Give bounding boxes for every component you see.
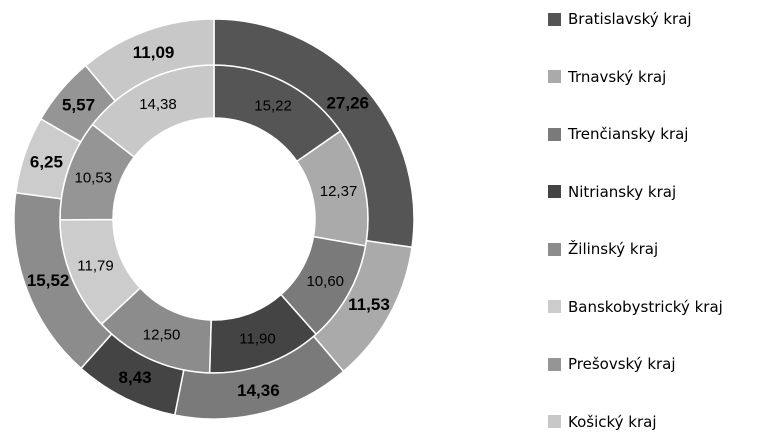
legend-label-7: Prešovský kraj bbox=[568, 355, 676, 373]
legend-label-6: Banskobystrický kraj bbox=[568, 297, 723, 316]
outer-slice-label-8: 11,09 bbox=[133, 43, 175, 62]
legend-label-4: Nitriansky kraj bbox=[568, 182, 677, 201]
legend-item-2: Trnavský kraj bbox=[548, 66, 666, 88]
legend-item-8: Košický kraj bbox=[548, 411, 657, 433]
donut-chart-svg: 15,22 12,37 10,60 11,90 12,50 11,79 10,53 14,38… bbox=[13, 18, 415, 420]
donut-chart: 15,22 12,37 10,60 11,90 12,50 11,79 10,53 14,38… bbox=[13, 18, 415, 420]
legend-label-8: Košický kraj bbox=[568, 412, 657, 431]
chart-legend: Bratislavský kraj Trnavský kraj Trenčiansk… bbox=[548, 0, 776, 437]
outer-slice-label-2: 11,53 bbox=[348, 295, 390, 314]
outer-slice-label-7: 5,57 bbox=[62, 96, 95, 115]
outer-slice-label-4: 8,43 bbox=[118, 368, 151, 387]
inner-slice-label-8: 14,38 bbox=[139, 96, 177, 113]
outer-slice-label-1: 27,26 bbox=[326, 94, 369, 113]
legend-item-3: Trenčiansky kraj bbox=[548, 123, 688, 145]
legend-label-5: Žilinský kraj bbox=[568, 240, 659, 258]
legend-item-4: Nitriansky kraj bbox=[548, 181, 676, 203]
inner-slice-label-1: 15,22 bbox=[254, 98, 292, 115]
legend-label-2: Trnavský kraj bbox=[568, 67, 667, 86]
legend-swatch-6 bbox=[548, 300, 561, 313]
legend-swatch-1 bbox=[548, 12, 561, 26]
inner-slice-label-3: 10,60 bbox=[306, 273, 344, 290]
inner-slice-label-2: 12,37 bbox=[320, 183, 358, 200]
legend-swatch-3 bbox=[548, 127, 561, 141]
legend-swatch-8 bbox=[548, 415, 561, 428]
legend-swatch-4 bbox=[548, 185, 561, 198]
inner-slice-label-7: 10,53 bbox=[75, 169, 113, 186]
outer-slice-label-5: 15,52 bbox=[27, 271, 70, 290]
legend-label-3: Trenčiansky kraj bbox=[568, 125, 689, 143]
legend-swatch-5 bbox=[548, 242, 561, 256]
legend-label-1: Bratislavský kraj bbox=[568, 10, 692, 28]
legend-item-5: Žilinský kraj bbox=[548, 238, 658, 260]
inner-slice-label-4: 11,90 bbox=[239, 330, 275, 347]
outer-slice-8 bbox=[84, 18, 215, 102]
legend-swatch-2 bbox=[548, 70, 561, 83]
legend-item-6: Banskobystrický kraj bbox=[548, 296, 723, 318]
inner-slice-label-5: 12,50 bbox=[143, 327, 181, 344]
outer-slice-label-6: 6,25 bbox=[30, 153, 63, 172]
outer-slice-label-3: 14,36 bbox=[237, 381, 280, 400]
legend-item-7: Prešovský kraj bbox=[548, 353, 676, 375]
inner-slice-label-6: 11,79 bbox=[77, 258, 113, 275]
legend-swatch-7 bbox=[548, 357, 561, 371]
legend-item-1: Bratislavský kraj bbox=[548, 8, 692, 30]
